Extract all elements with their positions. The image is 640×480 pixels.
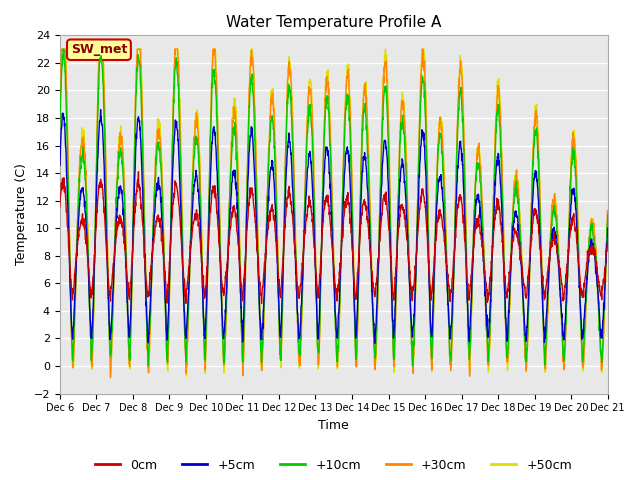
Y-axis label: Temperature (C): Temperature (C) <box>15 164 28 265</box>
X-axis label: Time: Time <box>318 419 349 432</box>
Title: Water Temperature Profile A: Water Temperature Profile A <box>226 15 442 30</box>
Legend: 0cm, +5cm, +10cm, +30cm, +50cm: 0cm, +5cm, +10cm, +30cm, +50cm <box>90 454 577 477</box>
Text: SW_met: SW_met <box>71 43 127 56</box>
